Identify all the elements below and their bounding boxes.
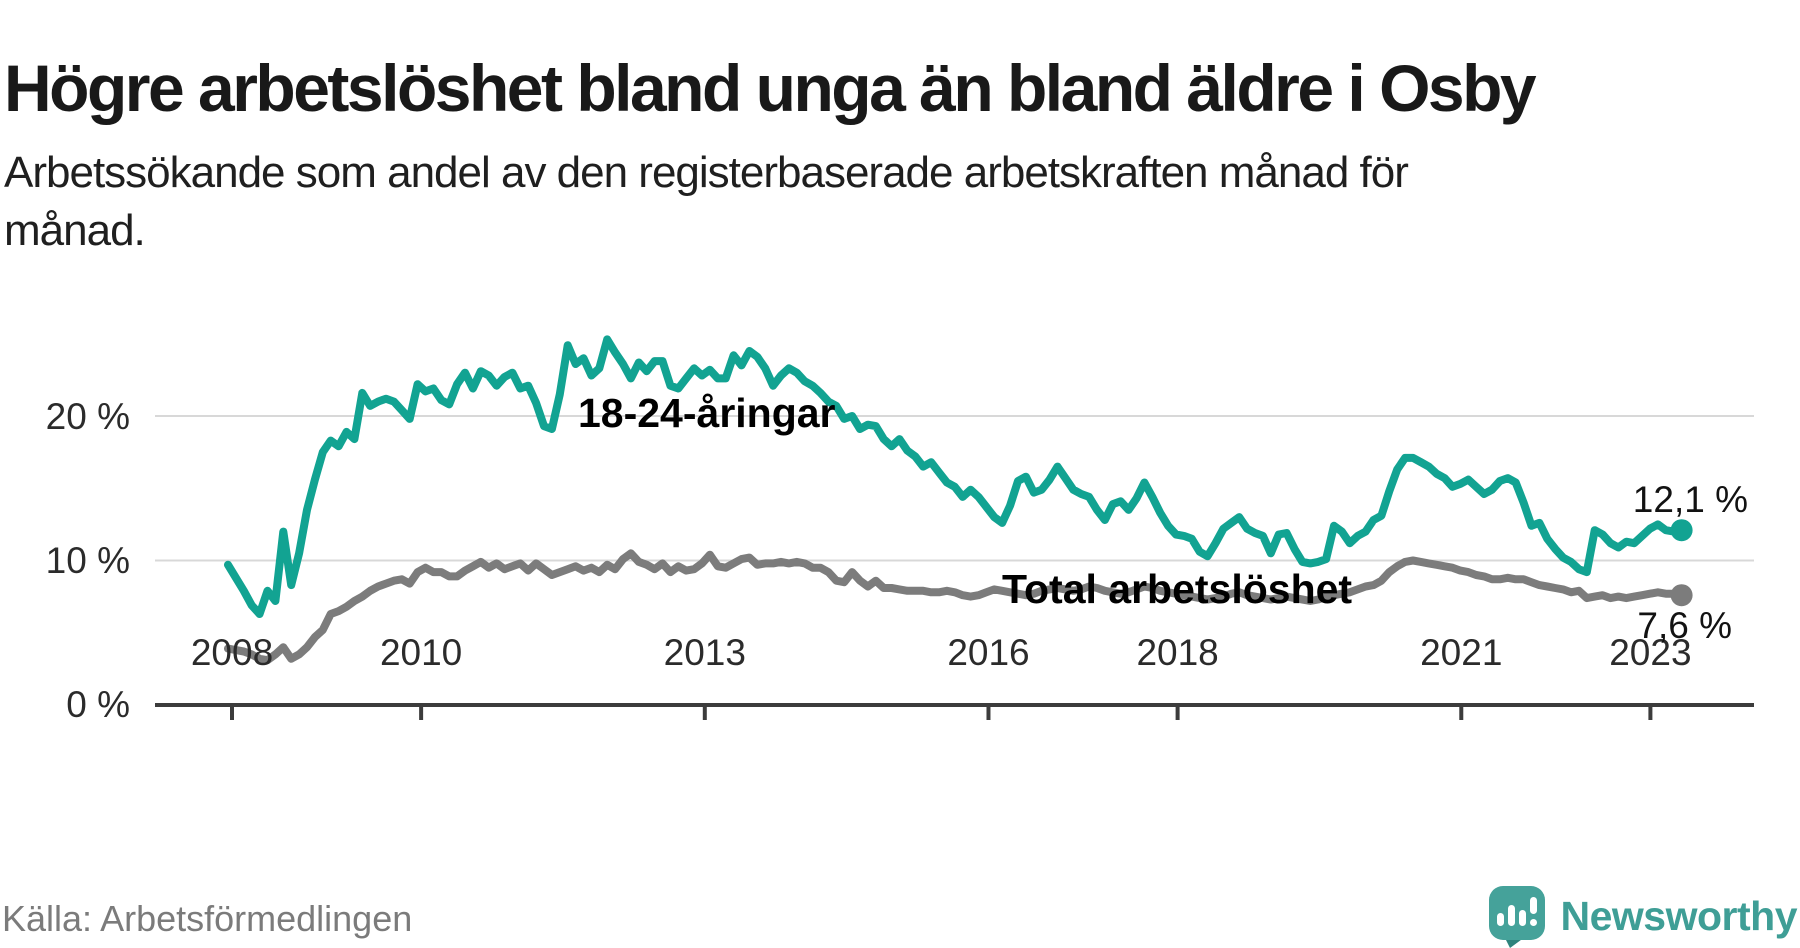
series-label-18-24: 18-24-åringar (578, 390, 836, 436)
x-tick-label-2023: 2023 (1609, 632, 1692, 673)
end-value-label-total: 7,6 % (1637, 605, 1732, 646)
newsworthy-wordmark: Newsworthy (1560, 892, 1798, 939)
y-tick-label-20: 20 % (45, 396, 130, 437)
y-tick-label-0: 0 % (66, 684, 130, 725)
end-dot (1670, 584, 1693, 607)
x-tick-label-2010: 2010 (379, 632, 463, 673)
end-dot (1670, 519, 1693, 542)
page-subtitle: Arbetssökande som andel av den registerb… (4, 148, 1409, 256)
newsworthy-logo: Newsworthy (1487, 884, 1798, 948)
y-tick-label-10: 10 % (45, 540, 130, 581)
series-label-total: Total arbetslöshet (1002, 566, 1353, 612)
line-total-arbetsl-shet (224, 549, 1686, 665)
x-tick-label-2013: 2013 (663, 632, 746, 673)
source-note: Källa: Arbetsförmedlingen (2, 898, 413, 939)
x-tick-label-2016: 2016 (947, 632, 1030, 673)
x-tick-label-2021: 2021 (1420, 632, 1503, 673)
x-axis-ticks (230, 705, 1653, 720)
line-18-24-ringar (224, 335, 1686, 618)
x-tick-label-2018: 2018 (1136, 632, 1219, 673)
page-title: Högre arbetslöshet bland unga än bland ä… (4, 51, 1537, 126)
end-value-label-18-24: 12,1 % (1632, 479, 1748, 520)
series-lines (224, 335, 1693, 665)
newsworthy-chart-bubble-icon (1488, 886, 1545, 948)
x-tick-label-2008: 2008 (190, 632, 274, 673)
